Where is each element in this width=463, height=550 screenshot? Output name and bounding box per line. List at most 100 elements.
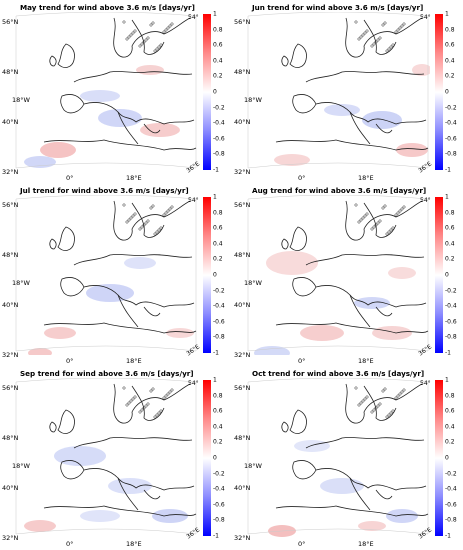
panel-title: Aug trend for wind above 3.6 m/s [days/y…	[252, 186, 427, 195]
lake	[385, 415, 389, 419]
lake	[402, 388, 406, 392]
lake	[372, 408, 376, 412]
lat-label: 40°N	[234, 301, 251, 309]
lake	[157, 228, 161, 232]
lat-label: 48°N	[2, 434, 19, 442]
lake	[400, 207, 404, 211]
colorbar-tick-label: 0.2	[213, 438, 223, 446]
lake	[146, 36, 150, 40]
lake	[153, 232, 157, 236]
colorbar-ticks: 1 0.8 0.6 0.4 0.2 0 -0.2 -0.4 -0.6 -0.8 -1	[213, 11, 231, 174]
lat-label: 48°N	[2, 68, 19, 76]
lake	[391, 43, 395, 47]
colorbar-tick-label: -0.6	[213, 135, 225, 143]
lake	[127, 401, 131, 405]
lake	[357, 403, 361, 407]
coastline	[49, 238, 57, 250]
colorbar-tick-label: 0.4	[213, 240, 223, 248]
lake	[129, 33, 133, 37]
coastline	[117, 477, 139, 511]
coastline	[275, 505, 429, 517]
colorbar-tick-label: 0.4	[445, 57, 455, 65]
lake	[129, 216, 133, 220]
lat-label: 32°N	[2, 168, 19, 176]
coastline	[275, 139, 429, 151]
side-lon-label: 18°W	[12, 462, 30, 470]
trend-patch	[28, 348, 52, 355]
colorbar	[203, 14, 211, 170]
lake	[394, 30, 398, 34]
lake	[125, 403, 129, 407]
lake	[376, 221, 380, 225]
corner-lat-label: 54°	[420, 197, 431, 204]
lake	[396, 28, 400, 32]
colorbar-ticks: 1 0.8 0.6 0.4 0.2 0 -0.2 -0.4 -0.6 -0.8 -1	[445, 10, 463, 174]
side-lon-label: 18°W	[12, 96, 30, 104]
lake	[170, 22, 174, 26]
coastline	[292, 277, 317, 297]
lake	[125, 220, 129, 224]
colorbar-tick-label: -0.2	[213, 287, 225, 295]
lake	[370, 227, 374, 231]
coastline	[289, 43, 307, 68]
trend-patch	[124, 257, 156, 269]
lake	[381, 206, 385, 210]
colorbar-tick-label: -0.2	[445, 104, 457, 112]
coastline	[275, 322, 429, 334]
coastline	[363, 385, 397, 421]
colorbar-tick-label: 1	[445, 10, 449, 18]
colorbar-tick-label: 0.6	[445, 41, 455, 49]
lon-label: 18°E	[126, 174, 142, 182]
coastline	[349, 294, 371, 328]
map-panel: May trend for wind above 3.6 m/s [days/y…	[0, 0, 231, 183]
map-frame	[15, 378, 197, 535]
lake	[361, 33, 365, 37]
lake	[153, 49, 157, 53]
lake	[385, 49, 389, 53]
colorbar-tick-label: 0	[213, 271, 217, 279]
lake	[359, 218, 363, 222]
colorbar-tick-label: -0.6	[445, 501, 457, 509]
trend-map	[247, 12, 430, 169]
colorbar-tick-label: -0.2	[445, 287, 457, 295]
trend-patch	[86, 284, 134, 302]
colorbar-tick-label: 1	[213, 376, 217, 384]
lake	[378, 402, 382, 406]
trend-patch	[166, 328, 194, 338]
lat-label: 40°N	[234, 118, 251, 126]
colorbar-tick-label: 0	[213, 88, 217, 96]
panel-title: May trend for wind above 3.6 m/s [days/y…	[20, 3, 195, 12]
colorbar-tick-label: 0.2	[213, 255, 223, 263]
coastline	[117, 111, 139, 145]
colorbar-tick-label: 0.8	[213, 392, 223, 400]
lake	[354, 203, 358, 207]
trend-patch	[372, 326, 412, 340]
coastline	[363, 19, 397, 55]
lake	[398, 392, 402, 396]
lake	[378, 36, 382, 40]
lake	[354, 386, 358, 390]
lake	[391, 226, 395, 230]
lake	[127, 218, 131, 222]
coastline	[292, 460, 317, 480]
lake	[357, 37, 361, 41]
coastline	[73, 71, 193, 83]
coastline	[49, 421, 57, 433]
colorbar-tick-label: 0.8	[213, 209, 223, 217]
lake	[383, 387, 387, 391]
colorbar-tick-label: 0	[213, 454, 217, 462]
lat-label: 40°N	[2, 118, 19, 126]
lake	[374, 406, 378, 410]
coastline	[305, 254, 425, 266]
lake	[164, 394, 168, 398]
map-frame	[247, 378, 429, 535]
lat-label: 32°N	[234, 534, 251, 542]
lat-label: 40°N	[2, 484, 19, 492]
lake	[166, 26, 170, 30]
coastline	[131, 202, 165, 238]
lon-label: 0°	[298, 540, 306, 548]
colorbar-tick-label: 0.8	[445, 209, 455, 217]
colorbar-ticks: 1 0.8 0.6 0.4 0.2 0 -0.2 -0.4 -0.6 -0.8 -1	[213, 376, 231, 540]
lake	[391, 409, 395, 413]
trend-patch	[358, 521, 386, 531]
